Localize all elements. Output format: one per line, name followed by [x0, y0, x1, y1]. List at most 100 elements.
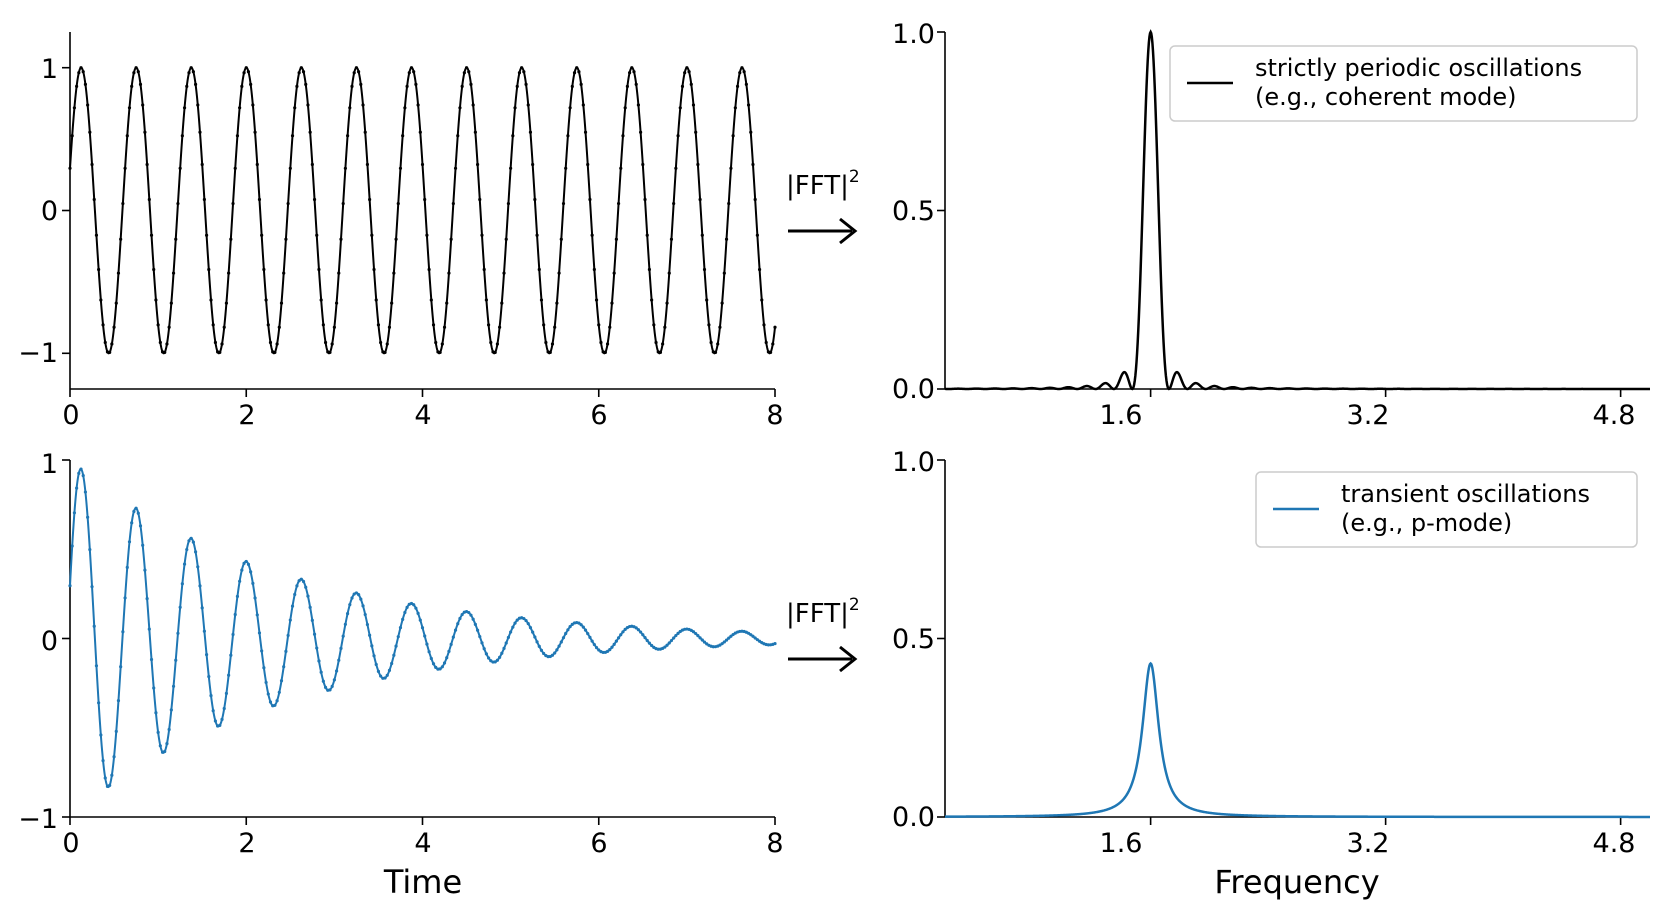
data-point: [275, 699, 279, 703]
data-point: [757, 267, 762, 272]
data-point: [495, 658, 500, 662]
data-point: [577, 70, 581, 74]
data-point: [531, 630, 535, 634]
data-point: [145, 162, 149, 167]
data-point: [762, 323, 766, 327]
data-point: [213, 340, 218, 345]
data-point: [506, 201, 511, 206]
data-point: [414, 82, 418, 86]
data-point: [253, 596, 257, 600]
data-point: [612, 642, 616, 646]
data-point: [257, 197, 262, 202]
data-point: [262, 267, 266, 272]
data-point: [403, 610, 407, 615]
data-point: [277, 690, 281, 694]
data-point: [716, 342, 720, 346]
data-point: [337, 658, 341, 662]
data-point: [108, 783, 112, 787]
y-tick-labels: 1 0 −1: [18, 54, 58, 369]
data-point: [559, 237, 563, 241]
panel-top-left: 1 0 −1 0 2 4 6 8: [18, 32, 784, 431]
data-point: [718, 325, 722, 329]
data-point: [350, 596, 354, 600]
data-point: [299, 577, 303, 581]
data-point: [608, 648, 612, 652]
data-point: [592, 267, 596, 272]
data-point: [176, 201, 180, 206]
tick-marks: [62, 66, 776, 397]
data-point: [75, 84, 79, 88]
data-point: [509, 166, 513, 170]
data-point: [599, 340, 603, 345]
data-point: [610, 301, 614, 305]
data-point: [368, 197, 372, 202]
data-point: [539, 648, 544, 652]
data-point: [733, 106, 737, 110]
data-point: [713, 350, 718, 355]
data-point: [390, 301, 394, 305]
data-point: [174, 237, 178, 241]
data-point: [149, 657, 154, 662]
data-point: [253, 130, 257, 134]
legend-label: (e.g., p-mode): [1341, 509, 1512, 537]
data-point: [229, 653, 233, 657]
data-point: [709, 340, 713, 345]
data-point: [295, 84, 299, 88]
data-point: [462, 71, 466, 75]
y-tick-labels: 1.0 0.5 0.0: [892, 447, 935, 833]
data-point: [409, 66, 414, 70]
arrow-head: [839, 645, 858, 673]
data-point: [425, 233, 429, 237]
data-point: [493, 350, 497, 355]
data-point: [77, 71, 81, 75]
data-point: [658, 350, 663, 355]
data-point: [79, 66, 83, 70]
data-point: [702, 267, 707, 272]
data-point: [724, 638, 729, 642]
data-point: [370, 233, 374, 237]
data-point: [108, 350, 112, 355]
data-point: [473, 622, 477, 626]
data-point: [308, 605, 312, 609]
data-point: [220, 717, 224, 721]
data-point: [434, 665, 438, 669]
data-point: [616, 636, 621, 640]
data-point: [453, 628, 458, 632]
data-point: [145, 597, 149, 601]
data-point: [550, 653, 555, 657]
data-point: [511, 625, 515, 629]
data-point: [141, 543, 145, 547]
data-point: [735, 84, 740, 88]
data-point: [685, 66, 689, 70]
data-point: [231, 632, 235, 637]
data-point: [572, 71, 577, 75]
data-point: [191, 70, 195, 74]
data-point: [200, 162, 204, 167]
data-point: [650, 643, 654, 648]
data-point: [125, 565, 129, 569]
data-point: [240, 84, 244, 88]
data-point: [163, 350, 167, 355]
data-point: [623, 106, 627, 110]
data-point: [412, 70, 416, 74]
data-point: [185, 84, 189, 88]
data-point: [134, 66, 138, 70]
data-point: [511, 134, 515, 138]
data-point: [403, 106, 407, 110]
data-point: [588, 635, 592, 639]
data-point: [467, 70, 471, 74]
data-point: [169, 301, 173, 305]
fft-arrow-bottom: |FFT|2: [786, 595, 860, 673]
data-point: [423, 634, 427, 638]
data-point: [449, 642, 453, 646]
data-point: [533, 197, 537, 202]
data-point: [282, 271, 286, 275]
series-periodic-spectrum: [944, 29, 1651, 391]
data-point: [220, 342, 224, 346]
data-point: [202, 197, 206, 202]
data-point: [295, 584, 299, 588]
data-point: [123, 596, 127, 600]
legend-label: transient oscillations: [1341, 480, 1590, 508]
data-point: [332, 678, 336, 682]
